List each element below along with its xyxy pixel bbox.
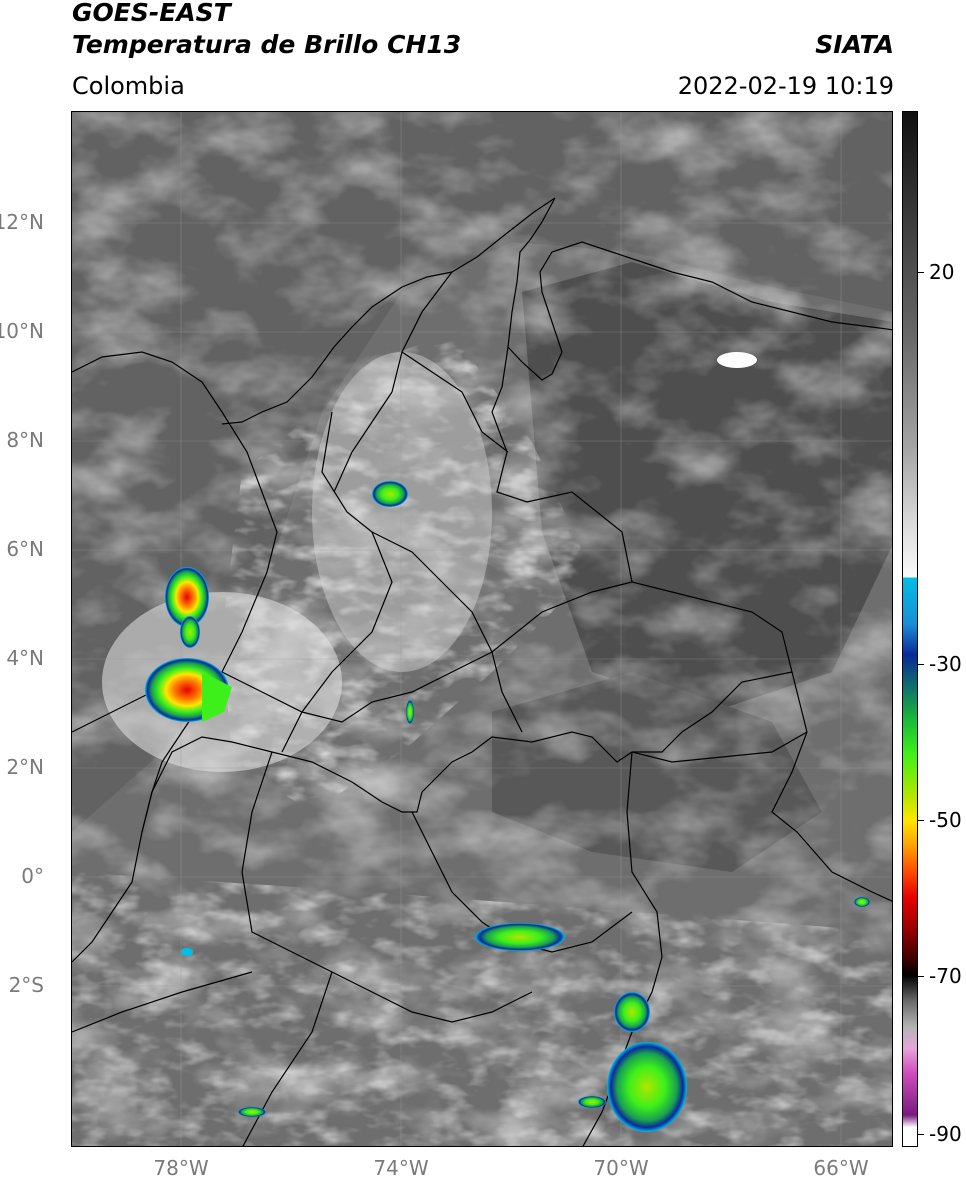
colorbar-tick — [918, 1134, 924, 1135]
lat-label-2n: 2°N — [6, 755, 44, 779]
lon-label-74w: 74°W — [373, 1156, 429, 1180]
storm-cell-vz — [717, 352, 757, 368]
storm-cell-meta — [406, 700, 414, 724]
region-label: Colombia — [72, 72, 185, 100]
colorbar-tick — [918, 976, 924, 977]
colorbar — [902, 111, 918, 1147]
storm-cell-w — [181, 948, 193, 956]
colorbar-label-20: 20 — [929, 260, 955, 284]
lat-label-4n: 4°N — [6, 646, 44, 670]
satellite-map[interactable] — [71, 111, 893, 1147]
lat-label-12n: 12°N — [0, 210, 44, 234]
andes-bright — [312, 352, 492, 672]
lon-label-70w: 70°W — [593, 1156, 649, 1180]
colorbar-label-minus50: -50 — [929, 808, 962, 832]
satellite-title: GOES-EAST — [72, 0, 231, 27]
lat-label-0: 0° — [21, 864, 44, 888]
colorbar-tick — [918, 272, 924, 273]
organization-label: SIATA — [815, 30, 894, 59]
lat-label-8n: 8°N — [6, 428, 44, 452]
lat-label-10n: 10°N — [0, 319, 44, 343]
colorbar-label-minus90: -90 — [929, 1122, 962, 1146]
lat-label-2s: 2°S — [8, 973, 44, 997]
gridlines — [72, 112, 892, 1146]
storm-cell-santander — [372, 481, 408, 507]
storm-cell-pacific-north — [165, 567, 209, 627]
storm-cell-amazon-3 — [578, 1096, 606, 1108]
colorbar-label-minus70: -70 — [929, 964, 962, 988]
storm-cell-pacific-south-tail — [202, 672, 232, 722]
colorbar-label-minus30: -30 — [929, 652, 962, 676]
southern-clouds — [72, 872, 892, 1146]
lat-label-6n: 6°N — [6, 537, 44, 561]
storm-cell-caqueta — [475, 923, 565, 951]
datetime-label: 2022-02-19 10:19 — [677, 72, 894, 100]
storm-cell-amazon-2 — [607, 1042, 687, 1132]
product-title: Temperatura de Brillo CH13 — [72, 30, 462, 59]
colorbar-tick — [918, 664, 924, 665]
storm-cell-sw — [238, 1107, 266, 1117]
lon-label-78w: 78°W — [153, 1156, 209, 1180]
lon-label-66w: 66°W — [813, 1156, 869, 1180]
storm-cell-east — [854, 897, 870, 907]
storm-cell-pacific-north-2 — [180, 616, 200, 648]
colorbar-tick — [918, 820, 924, 821]
storm-cell-amazon-1 — [614, 992, 650, 1032]
convective-cells — [145, 352, 870, 1132]
